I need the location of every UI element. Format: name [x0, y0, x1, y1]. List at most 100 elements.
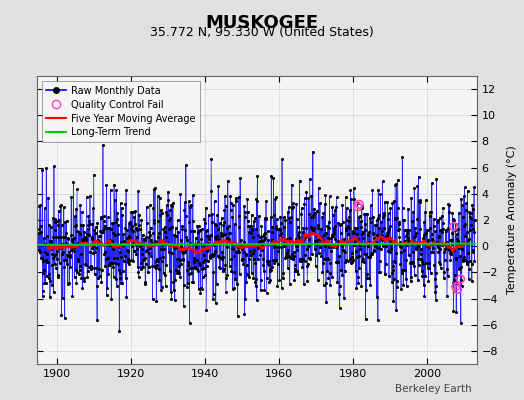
Point	[250, 214, 259, 221]
Point	[50, 253, 59, 259]
Point	[449, 280, 457, 286]
Point	[237, 242, 245, 249]
Point	[82, 235, 90, 242]
Point	[324, 275, 332, 281]
Point	[388, 279, 396, 285]
Point	[111, 260, 119, 266]
Point	[435, 246, 444, 252]
Point	[424, 278, 433, 284]
Point	[430, 216, 438, 222]
Point	[464, 236, 473, 242]
Point	[140, 236, 149, 243]
Point	[330, 224, 339, 231]
Point	[444, 209, 453, 215]
Point	[168, 203, 177, 209]
Point	[203, 248, 211, 254]
Point	[246, 223, 255, 230]
Point	[177, 241, 185, 248]
Point	[279, 214, 288, 220]
Point	[246, 252, 255, 258]
Point	[466, 210, 475, 216]
Point	[110, 255, 118, 262]
Point	[134, 188, 143, 194]
Point	[352, 285, 361, 291]
Point	[358, 228, 367, 235]
Point	[225, 236, 234, 242]
Point	[167, 296, 176, 302]
Point	[273, 283, 281, 289]
Point	[179, 257, 187, 264]
Point	[441, 239, 450, 246]
Point	[271, 195, 279, 202]
Point	[107, 226, 115, 232]
Point	[381, 271, 389, 278]
Point	[219, 268, 227, 274]
Point	[326, 281, 334, 288]
Point	[351, 240, 359, 247]
Point	[454, 266, 463, 273]
Point	[340, 248, 348, 254]
Point	[165, 225, 173, 232]
Point	[341, 268, 349, 274]
Point	[173, 217, 182, 224]
Point	[115, 244, 123, 250]
Point	[105, 237, 114, 243]
Point	[67, 232, 75, 239]
Point	[182, 162, 190, 168]
Point	[69, 178, 78, 185]
Point	[468, 247, 477, 254]
Point	[64, 243, 73, 249]
Point	[340, 295, 348, 301]
Point	[77, 251, 85, 258]
Point	[191, 264, 200, 270]
Point	[62, 218, 71, 224]
Point	[356, 242, 364, 249]
Point	[366, 282, 374, 288]
Point	[296, 258, 304, 265]
Point	[172, 267, 180, 273]
Point	[192, 248, 201, 255]
Point	[471, 216, 479, 223]
Point	[276, 227, 285, 234]
Point	[323, 254, 331, 261]
Point	[127, 257, 136, 264]
Point	[122, 275, 130, 281]
Point	[74, 240, 82, 246]
Point	[171, 296, 179, 303]
Point	[347, 236, 356, 242]
Point	[376, 191, 385, 198]
Point	[336, 222, 344, 228]
Point	[272, 216, 281, 223]
Point	[225, 263, 234, 269]
Point	[204, 246, 213, 252]
Point	[289, 255, 298, 262]
Point	[198, 225, 206, 232]
Point	[156, 194, 164, 201]
Point	[275, 277, 283, 283]
Point	[138, 264, 146, 270]
Point	[434, 234, 443, 240]
Point	[245, 223, 254, 230]
Point	[49, 234, 58, 240]
Point	[288, 182, 296, 188]
Point	[133, 246, 141, 252]
Point	[183, 262, 192, 268]
Point	[122, 187, 130, 193]
Point	[318, 213, 326, 220]
Point	[165, 249, 173, 255]
Point	[131, 208, 139, 215]
Point	[74, 229, 83, 235]
Point	[261, 216, 270, 222]
Point	[164, 188, 172, 195]
Point	[403, 226, 412, 233]
Point	[94, 232, 103, 239]
Point	[37, 223, 45, 229]
Point	[229, 202, 237, 208]
Point	[311, 246, 319, 252]
Point	[434, 248, 442, 255]
Point	[283, 254, 291, 260]
Point	[460, 223, 468, 229]
Point	[220, 219, 228, 226]
Point	[289, 200, 297, 207]
Point	[202, 307, 211, 313]
